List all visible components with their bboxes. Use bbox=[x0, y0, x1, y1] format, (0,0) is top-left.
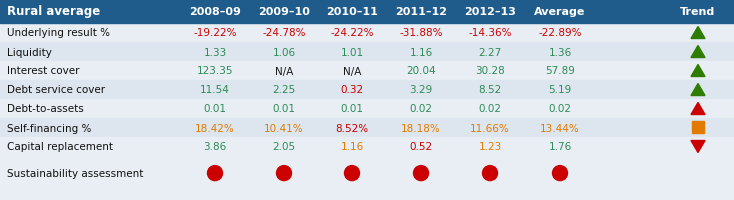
Circle shape bbox=[482, 166, 498, 181]
Polygon shape bbox=[691, 65, 705, 77]
Text: 1.36: 1.36 bbox=[548, 47, 572, 57]
Text: 1.76: 1.76 bbox=[548, 142, 572, 152]
Text: 0.01: 0.01 bbox=[341, 104, 363, 114]
Text: 1.23: 1.23 bbox=[479, 142, 501, 152]
Text: 13.44%: 13.44% bbox=[540, 123, 580, 133]
Text: 2.05: 2.05 bbox=[272, 142, 296, 152]
Text: 123.35: 123.35 bbox=[197, 66, 233, 76]
Text: 11.54: 11.54 bbox=[200, 85, 230, 95]
Polygon shape bbox=[691, 84, 705, 96]
Text: 5.19: 5.19 bbox=[548, 85, 572, 95]
Text: N/A: N/A bbox=[343, 66, 361, 76]
Text: 2011–12: 2011–12 bbox=[395, 7, 447, 17]
Circle shape bbox=[413, 166, 429, 181]
Bar bbox=[0, 62, 734, 81]
Bar bbox=[0, 137, 734, 156]
Text: Underlying result %: Underlying result % bbox=[7, 28, 110, 38]
Text: 2008–09: 2008–09 bbox=[189, 7, 241, 17]
Bar bbox=[0, 156, 734, 164]
Bar bbox=[0, 81, 734, 100]
Text: 11.66%: 11.66% bbox=[470, 123, 510, 133]
Text: 3.86: 3.86 bbox=[203, 142, 227, 152]
Text: 0.02: 0.02 bbox=[479, 104, 501, 114]
Text: 2009–10: 2009–10 bbox=[258, 7, 310, 17]
Text: Debt service cover: Debt service cover bbox=[7, 85, 105, 95]
Bar bbox=[0, 118, 734, 137]
Text: Liquidity: Liquidity bbox=[7, 47, 52, 57]
Text: 0.02: 0.02 bbox=[410, 104, 432, 114]
Text: 10.41%: 10.41% bbox=[264, 123, 304, 133]
Text: 0.02: 0.02 bbox=[548, 104, 572, 114]
Bar bbox=[0, 43, 734, 62]
Text: Sustainability assessment: Sustainability assessment bbox=[7, 168, 143, 178]
Text: N/A: N/A bbox=[275, 66, 293, 76]
Text: 20.04: 20.04 bbox=[406, 66, 436, 76]
Polygon shape bbox=[691, 103, 705, 115]
Circle shape bbox=[553, 166, 567, 181]
Text: 1.16: 1.16 bbox=[341, 142, 363, 152]
Text: Debt-to-assets: Debt-to-assets bbox=[7, 104, 84, 114]
Text: 2012–13: 2012–13 bbox=[464, 7, 516, 17]
Bar bbox=[0, 164, 734, 183]
Text: 1.33: 1.33 bbox=[203, 47, 227, 57]
Circle shape bbox=[208, 166, 222, 181]
Polygon shape bbox=[691, 141, 705, 153]
Text: 2.27: 2.27 bbox=[479, 47, 501, 57]
Text: -14.36%: -14.36% bbox=[468, 28, 512, 38]
Polygon shape bbox=[691, 27, 705, 39]
Text: -19.22%: -19.22% bbox=[193, 28, 237, 38]
Text: 30.28: 30.28 bbox=[475, 66, 505, 76]
Text: Interest cover: Interest cover bbox=[7, 66, 79, 76]
Text: 1.16: 1.16 bbox=[410, 47, 432, 57]
Bar bbox=[0, 100, 734, 118]
Text: 0.01: 0.01 bbox=[272, 104, 296, 114]
Text: 57.89: 57.89 bbox=[545, 66, 575, 76]
Text: 0.52: 0.52 bbox=[410, 142, 432, 152]
Text: -22.89%: -22.89% bbox=[538, 28, 582, 38]
Text: 8.52%: 8.52% bbox=[335, 123, 368, 133]
Bar bbox=[692, 121, 704, 133]
Text: Trend: Trend bbox=[680, 7, 716, 17]
Circle shape bbox=[277, 166, 291, 181]
Text: 8.52: 8.52 bbox=[479, 85, 501, 95]
Text: -24.78%: -24.78% bbox=[262, 28, 306, 38]
Text: Rural average: Rural average bbox=[7, 5, 101, 18]
Text: 2010–11: 2010–11 bbox=[326, 7, 378, 17]
Text: 2.25: 2.25 bbox=[272, 85, 296, 95]
Text: 0.32: 0.32 bbox=[341, 85, 363, 95]
Bar bbox=[0, 24, 734, 43]
Text: Capital replacement: Capital replacement bbox=[7, 142, 113, 152]
Circle shape bbox=[344, 166, 360, 181]
Text: 18.18%: 18.18% bbox=[401, 123, 441, 133]
Text: Average: Average bbox=[534, 7, 586, 17]
Text: 1.01: 1.01 bbox=[341, 47, 363, 57]
Text: 1.06: 1.06 bbox=[272, 47, 296, 57]
Polygon shape bbox=[691, 46, 705, 58]
Text: -24.22%: -24.22% bbox=[330, 28, 374, 38]
Text: -31.88%: -31.88% bbox=[399, 28, 443, 38]
Text: 0.01: 0.01 bbox=[203, 104, 227, 114]
Text: 3.29: 3.29 bbox=[410, 85, 432, 95]
Text: 18.42%: 18.42% bbox=[195, 123, 235, 133]
Text: Self-financing %: Self-financing % bbox=[7, 123, 91, 133]
Bar bbox=[0, 0, 734, 24]
